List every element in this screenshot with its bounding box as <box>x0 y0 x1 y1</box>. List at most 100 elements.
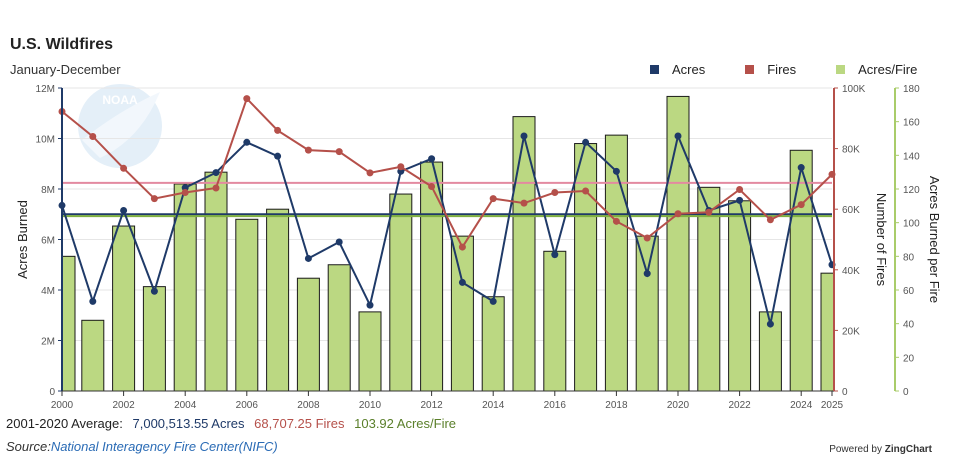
point-fires-2014[interactable] <box>489 195 497 203</box>
bar-acres-per-fire-2014[interactable] <box>481 296 505 392</box>
bar-acres-per-fire-2024[interactable] <box>789 149 813 392</box>
powered-by[interactable]: Powered by ZingChart <box>829 444 932 455</box>
bar-acres-per-fire-2008[interactable] <box>296 277 320 392</box>
bar-acres-per-fire-2006[interactable] <box>235 218 259 392</box>
legend-item-acres-per-fire[interactable]: Acres/Fire <box>836 62 917 77</box>
right-axis-ratio-title: Acres Burned per Fire <box>927 176 942 303</box>
bar-acres-per-fire-2013[interactable] <box>450 235 474 392</box>
point-acres-2019[interactable] <box>643 270 651 278</box>
point-fires-2010[interactable] <box>366 169 374 177</box>
point-acres-2014[interactable] <box>489 297 497 305</box>
bar-acres-per-fire-2002[interactable] <box>112 225 136 392</box>
point-acres-2008[interactable] <box>304 254 312 262</box>
bar-acres-per-fire-2003[interactable] <box>142 286 166 392</box>
bar-acres-per-fire-2009[interactable] <box>327 264 351 392</box>
noaa-logo-text: NOAA <box>102 93 138 107</box>
point-fires-2021[interactable] <box>705 208 713 216</box>
bar-acres-per-fire-2005[interactable] <box>204 171 228 392</box>
x-axis-tick-label: 2000 <box>51 400 74 411</box>
legend-label-acres: Acres <box>672 62 706 77</box>
right-axis-fires-tick-label: 80K <box>842 145 860 156</box>
point-fires-2002[interactable] <box>120 164 128 172</box>
x-axis-tick-label: 2010 <box>359 400 382 411</box>
bar-acres-per-fire-2000[interactable] <box>61 255 76 392</box>
bar-acres-per-fire-2011[interactable] <box>389 193 413 392</box>
chart-subtitle: January-December <box>10 62 121 77</box>
right-axis-ratio-tick-label: 180 <box>903 84 920 95</box>
point-fires-2017[interactable] <box>582 187 590 195</box>
legend-label-acres-per-fire: Acres/Fire <box>858 62 918 77</box>
right-axis-ratio-tick-label: 80 <box>903 252 915 263</box>
point-acres-2003[interactable] <box>150 287 158 295</box>
point-fires-2005[interactable] <box>212 184 220 192</box>
point-fires-2015[interactable] <box>520 199 528 207</box>
powered-prefix: Powered by <box>829 444 885 455</box>
point-fires-2012[interactable] <box>428 182 436 190</box>
point-acres-2022[interactable] <box>736 196 744 204</box>
point-fires-2001[interactable] <box>89 132 97 140</box>
point-acres-2006[interactable] <box>243 138 251 146</box>
point-fires-2022[interactable] <box>736 186 744 194</box>
x-axis-tick-label: 2014 <box>482 400 505 411</box>
point-fires-2003[interactable] <box>150 195 158 203</box>
legend-item-acres[interactable]: Acres <box>650 62 705 77</box>
point-fires-2020[interactable] <box>674 210 682 218</box>
right-axis-ratio-tick-label: 160 <box>903 118 920 129</box>
bar-acres-per-fire-2012[interactable] <box>420 161 444 392</box>
x-axis-tick-label: 2016 <box>544 400 567 411</box>
point-fires-2018[interactable] <box>612 217 620 225</box>
point-fires-2024[interactable] <box>797 201 805 209</box>
point-acres-2007[interactable] <box>274 152 282 160</box>
point-acres-2016[interactable] <box>551 251 559 259</box>
source-label: Source: <box>6 439 51 454</box>
average-acres: 7,000,513.55 Acres <box>132 416 245 431</box>
right-axis-ratio-tick-label: 100 <box>903 219 920 230</box>
bar-acres-per-fire-2015[interactable] <box>512 116 536 392</box>
legend-item-fires[interactable]: Fires <box>745 62 796 77</box>
point-acres-2020[interactable] <box>674 132 682 140</box>
average-fires: 68,707.25 Fires <box>254 416 345 431</box>
left-axis-tick-label: 8M <box>41 185 55 196</box>
point-acres-2002[interactable] <box>120 206 128 214</box>
bar-acres-per-fire-2010[interactable] <box>358 311 382 392</box>
point-acres-2009[interactable] <box>335 238 343 246</box>
x-axis-tick-label: 2022 <box>728 400 751 411</box>
bar-acres-per-fire-2025[interactable] <box>820 272 835 392</box>
point-fires-2007[interactable] <box>274 126 282 134</box>
point-acres-2013[interactable] <box>458 278 466 286</box>
source-link[interactable]: National Interagency Fire Center(NIFC) <box>50 439 278 454</box>
bar-acres-per-fire-2001[interactable] <box>81 319 105 392</box>
point-fires-2019[interactable] <box>643 234 651 242</box>
bar-acres-per-fire-2016[interactable] <box>543 250 567 392</box>
point-fires-2006[interactable] <box>243 95 251 103</box>
point-acres-2015[interactable] <box>520 132 528 140</box>
point-fires-2004[interactable] <box>181 189 189 197</box>
right-axis-fires-tick-label: 60K <box>842 205 860 216</box>
point-acres-2023[interactable] <box>766 320 774 328</box>
point-acres-2001[interactable] <box>89 297 97 305</box>
x-axis-tick-label: 2002 <box>112 400 135 411</box>
bar-acres-per-fire-2017[interactable] <box>574 143 598 392</box>
bar-acres-per-fire-2021[interactable] <box>697 186 721 392</box>
point-acres-2010[interactable] <box>366 301 374 309</box>
point-fires-2016[interactable] <box>551 189 559 197</box>
point-acres-2024[interactable] <box>797 164 805 172</box>
point-fires-2023[interactable] <box>766 216 774 224</box>
chart-title: U.S. Wildfires <box>10 36 113 53</box>
point-fires-2011[interactable] <box>397 163 405 171</box>
averages-prefix: 2001-2020 Average: <box>6 416 123 431</box>
bar-acres-per-fire-2020[interactable] <box>666 95 690 392</box>
point-acres-2018[interactable] <box>612 167 620 175</box>
point-acres-2017[interactable] <box>582 138 590 146</box>
bar-acres-per-fire-2007[interactable] <box>266 208 290 392</box>
noaa-logo-watermark: NOAA <box>78 84 162 168</box>
point-acres-2004[interactable] <box>181 184 189 192</box>
bar-acres-per-fire-2019[interactable] <box>635 235 659 392</box>
right-axis-ratio-tick-label: 0 <box>903 387 909 398</box>
point-fires-2009[interactable] <box>335 148 343 156</box>
point-acres-2012[interactable] <box>428 155 436 163</box>
point-fires-2008[interactable] <box>304 146 312 154</box>
right-axis-ratio-tick-label: 20 <box>903 353 915 364</box>
point-fires-2013[interactable] <box>458 243 466 251</box>
point-acres-2005[interactable] <box>212 169 220 177</box>
